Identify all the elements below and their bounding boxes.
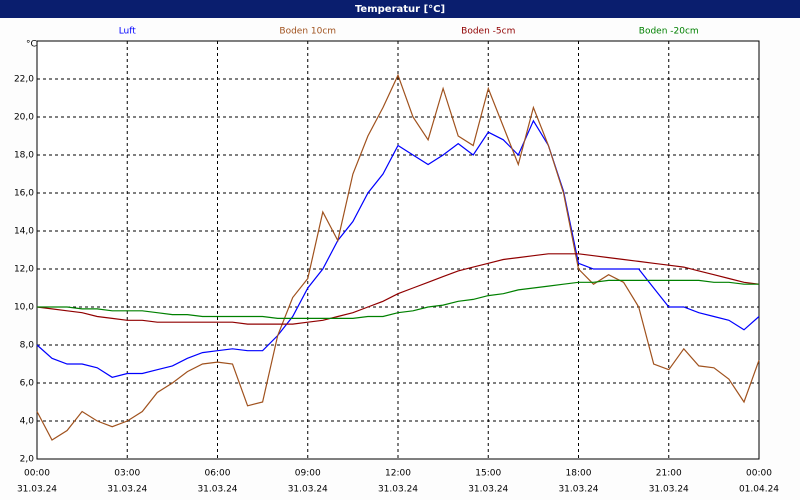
y-tick-label: 18,0 <box>14 151 34 161</box>
y-tick-label: 6,0 <box>20 379 35 389</box>
data-line <box>36 253 760 325</box>
x-tick-label: 09:00 <box>295 469 321 479</box>
legend-entry: Boden 10cm <box>279 27 336 37</box>
x-tick-date: 31.03.24 <box>197 485 237 495</box>
x-tick-label: 12:00 <box>385 469 411 479</box>
y-tick-label: 20,0 <box>14 113 34 123</box>
x-tick-date: 31.03.24 <box>468 485 508 495</box>
legend-entry: Luft <box>119 27 137 37</box>
y-tick-label: 10,0 <box>14 303 34 313</box>
x-tick-date: 31.03.24 <box>558 485 598 495</box>
x-tick-label: 15:00 <box>475 469 501 479</box>
x-tick-date: 31.03.24 <box>288 485 328 495</box>
legend-entry: Boden -20cm <box>639 27 699 37</box>
data-line <box>37 279 759 319</box>
x-tick-label: 06:00 <box>205 469 231 479</box>
y-tick-label: 4,0 <box>20 417 35 427</box>
x-tick-date: 01.04.24 <box>739 485 779 495</box>
x-tick-date: 31.03.24 <box>17 485 57 495</box>
y-axis-label: °C <box>26 40 37 50</box>
y-tick-label: 22,0 <box>14 75 34 85</box>
legend-entry: Boden -5cm <box>461 27 515 37</box>
data-line <box>36 73 760 441</box>
x-tick-date: 31.03.24 <box>378 485 418 495</box>
x-tick-label: 00:00 <box>746 469 772 479</box>
x-tick-label: 03:00 <box>114 469 140 479</box>
x-tick-label: 18:00 <box>566 469 592 479</box>
y-tick-label: 2,0 <box>20 455 35 465</box>
chart-title: Temperatur [°C] <box>355 4 445 15</box>
y-tick-label: 12,0 <box>14 265 34 275</box>
y-tick-label: 16,0 <box>14 189 34 199</box>
y-tick-label: 8,0 <box>20 341 35 351</box>
plot-border <box>36 40 760 460</box>
x-tick-date: 31.03.24 <box>649 485 689 495</box>
title-bar <box>0 0 800 18</box>
x-tick-date: 31.03.24 <box>107 485 147 495</box>
x-tick-label: 00:00 <box>24 469 50 479</box>
data-line <box>36 119 760 378</box>
y-tick-label: 14,0 <box>14 227 34 237</box>
x-tick-label: 21:00 <box>656 469 682 479</box>
